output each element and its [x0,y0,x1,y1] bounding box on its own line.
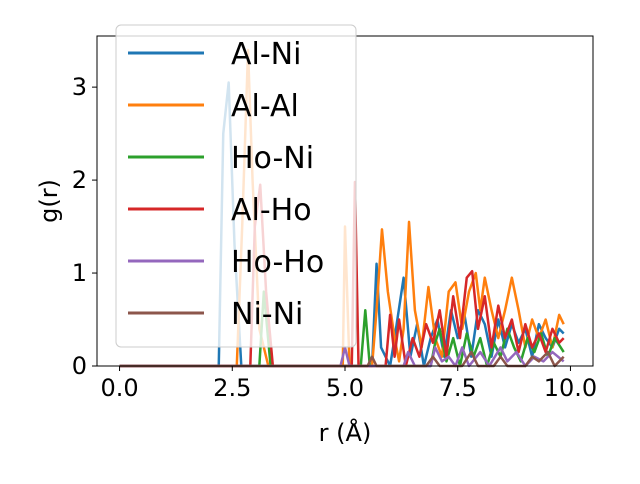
legend-label: Ho-Ho [231,245,324,280]
legend-item-al-ho[interactable]: Al-Ho [128,193,312,228]
legend-label: Ni-Ni [231,297,303,332]
y-tick-label: 1 [72,259,87,287]
legend-label: Ho-Ni [231,141,314,176]
x-axis: 0.0 2.5 5.0 7.5 10.0 [100,366,597,402]
legend-label: Al-Ho [231,193,312,228]
legend[interactable]: Al-Ni Al-Al Ho-Ni Al-Ho Ho-Ho Ni-Ni [115,24,357,348]
legend-label: Al-Al [231,89,299,124]
legend-item-ho-ni[interactable]: Ho-Ni [128,141,314,176]
x-tick-label: 7.5 [439,374,477,402]
legend-item-ni-ni[interactable]: Ni-Ni [128,297,303,332]
x-tick-label: 0.0 [100,374,138,402]
y-tick-label: 2 [72,166,87,194]
y-tick-label: 0 [72,352,87,380]
y-axis: 0 1 2 3 [72,73,97,380]
legend-label: Al-Ni [231,37,301,72]
x-axis-label: r (Å) [319,418,372,447]
legend-item-al-ni[interactable]: Al-Ni [128,37,301,72]
legend-item-ho-ho[interactable]: Ho-Ho [128,245,324,280]
y-tick-label: 3 [72,73,87,101]
x-tick-label: 5.0 [326,374,364,402]
x-tick-label: 2.5 [213,374,251,402]
y-axis-label: g(r) [35,179,63,223]
legend-item-al-al[interactable]: Al-Al [128,89,299,124]
x-tick-label: 10.0 [544,374,597,402]
